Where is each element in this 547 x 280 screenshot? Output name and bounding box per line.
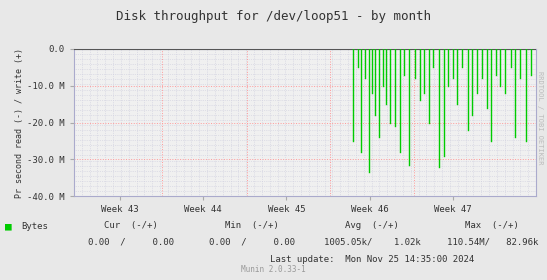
Text: 0.00  /     0.00: 0.00 / 0.00 — [88, 238, 174, 247]
Text: Max  (-/+): Max (-/+) — [465, 221, 519, 230]
Text: Disk throughput for /dev/loop51 - by month: Disk throughput for /dev/loop51 - by mon… — [116, 10, 431, 23]
Text: Last update:  Mon Nov 25 14:35:00 2024: Last update: Mon Nov 25 14:35:00 2024 — [270, 255, 474, 263]
Y-axis label: Pr second read (-) / write (+): Pr second read (-) / write (+) — [15, 48, 25, 197]
Text: Cur  (-/+): Cur (-/+) — [104, 221, 158, 230]
Text: RRDTOOL / TOBI OETIKER: RRDTOOL / TOBI OETIKER — [537, 71, 543, 164]
Text: 1005.05k/    1.02k: 1005.05k/ 1.02k — [324, 238, 420, 247]
Text: ■: ■ — [5, 222, 12, 232]
Text: Bytes: Bytes — [21, 222, 48, 231]
Text: Min  (-/+): Min (-/+) — [225, 221, 278, 230]
Text: Munin 2.0.33-1: Munin 2.0.33-1 — [241, 265, 306, 274]
Text: 110.54M/   82.96k: 110.54M/ 82.96k — [446, 238, 538, 247]
Text: Avg  (-/+): Avg (-/+) — [345, 221, 399, 230]
Text: 0.00  /     0.00: 0.00 / 0.00 — [208, 238, 295, 247]
